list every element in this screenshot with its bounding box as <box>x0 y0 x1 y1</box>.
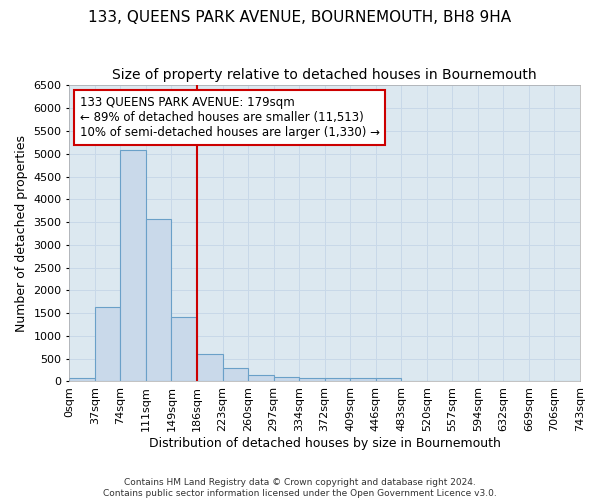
Bar <box>197 354 223 382</box>
Bar <box>274 377 299 382</box>
Text: Contains HM Land Registry data © Crown copyright and database right 2024.
Contai: Contains HM Land Registry data © Crown c… <box>103 478 497 498</box>
Bar <box>376 378 401 382</box>
Bar <box>95 308 121 382</box>
Bar <box>146 218 172 382</box>
Bar <box>325 378 350 382</box>
Bar <box>121 150 146 382</box>
Title: Size of property relative to detached houses in Bournemouth: Size of property relative to detached ho… <box>112 68 537 82</box>
Bar <box>70 378 95 382</box>
Bar <box>223 368 248 382</box>
Bar <box>172 316 197 382</box>
Text: 133 QUEENS PARK AVENUE: 179sqm
← 89% of detached houses are smaller (11,513)
10%: 133 QUEENS PARK AVENUE: 179sqm ← 89% of … <box>80 96 380 139</box>
Bar <box>299 378 325 382</box>
X-axis label: Distribution of detached houses by size in Bournemouth: Distribution of detached houses by size … <box>149 437 500 450</box>
Bar <box>248 374 274 382</box>
Bar <box>350 378 376 382</box>
Text: 133, QUEENS PARK AVENUE, BOURNEMOUTH, BH8 9HA: 133, QUEENS PARK AVENUE, BOURNEMOUTH, BH… <box>88 10 512 25</box>
Y-axis label: Number of detached properties: Number of detached properties <box>15 135 28 332</box>
